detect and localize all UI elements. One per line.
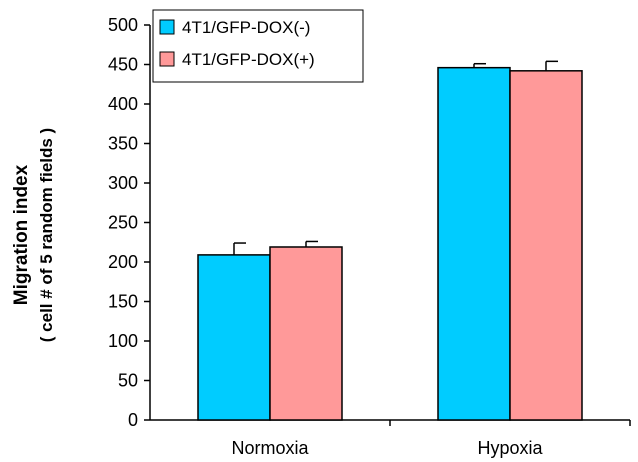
y-ticks: 0 50 100 150 200 250 300 350 400 450 500 [108,15,150,430]
y-tick-label: 300 [108,173,138,193]
legend-swatch [159,19,175,35]
bar [437,66,511,421]
y-tick-label: 250 [108,213,138,233]
y-tick-label: 0 [128,410,138,430]
y-axis-title: Migration index ( cell # of 5 random fie… [11,128,56,342]
legend-label: 4T1/GFP-DOX(+) [182,50,315,69]
y-tick-label: 100 [108,331,138,351]
x-labels: Normoxia Hypoxia [231,420,631,458]
bars [197,60,583,421]
legend-swatch [159,51,175,67]
y-tick-label: 350 [108,134,138,154]
legend: 4T1/GFP-DOX(-) 4T1/GFP-DOX(+) [152,9,364,83]
bar [269,246,343,421]
y-tick-label: 200 [108,252,138,272]
y-tick-label: 500 [108,15,138,35]
y-axis-label: Migration index [11,164,32,305]
y-tick-label: 400 [108,94,138,114]
y-axis-sublabel: ( cell # of 5 random fields ) [37,128,56,342]
bar [509,70,583,421]
x-category-label: Hypoxia [477,438,543,458]
legend-box [152,9,364,83]
y-tick-label: 450 [108,55,138,75]
y-tick-label: 150 [108,292,138,312]
y-tick-label: 50 [118,371,138,391]
legend-label: 4T1/GFP-DOX(-) [182,18,310,37]
x-category-label: Normoxia [231,438,309,458]
bar [197,254,271,421]
